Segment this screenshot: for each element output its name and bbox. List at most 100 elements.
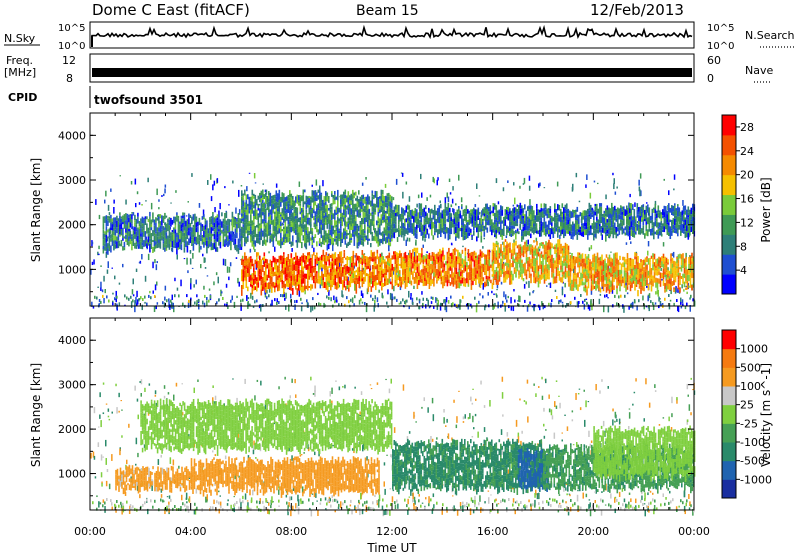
echo-pixel [338, 266, 340, 269]
echo-pixel [121, 224, 123, 230]
echo-pixel [374, 276, 376, 283]
echo-pixel [348, 208, 350, 214]
echo-pixel [312, 185, 314, 187]
echo-pixel [161, 229, 163, 231]
echo-pixel [349, 200, 351, 204]
echo-pixel [326, 283, 328, 290]
echo-pixel [112, 218, 114, 221]
echo-pixel [591, 304, 593, 311]
echo-pixel [249, 233, 251, 235]
echo-pixel [344, 265, 346, 270]
freq-trace [92, 68, 692, 77]
echo-pixel [227, 241, 229, 247]
echo-pixel [465, 281, 467, 284]
echo-pixel [466, 278, 468, 283]
echo-pixel [378, 239, 380, 241]
echo-pixel [376, 237, 378, 244]
echo-pixel [352, 230, 354, 234]
echo-pixel [258, 213, 260, 216]
echo-pixel [612, 173, 614, 175]
echo-pixel [283, 258, 285, 265]
echo-pixel [471, 256, 473, 261]
echo-pixel [640, 272, 642, 274]
echo-pixel [438, 269, 440, 276]
echo-pixel [460, 228, 462, 231]
echo-pixel [137, 191, 139, 194]
echo-pixel [509, 274, 511, 280]
echo-pixel [526, 227, 528, 230]
echo-pixel [212, 214, 214, 217]
echo-pixel [500, 253, 502, 256]
echo-pixel [390, 258, 392, 264]
echo-pixel [579, 281, 581, 287]
echo-pixel [601, 255, 603, 262]
echo-pixel [411, 266, 413, 273]
echo-pixel [419, 299, 421, 301]
echo-pixel [598, 285, 600, 291]
echo-pixel [388, 234, 390, 239]
echo-pixel [212, 234, 214, 236]
echo-pixel [594, 181, 596, 183]
echo-pixel [424, 238, 426, 241]
echo-pixel [639, 263, 641, 268]
echo-pixel [346, 236, 348, 239]
echo-pixel [639, 273, 641, 278]
echo-pixel [573, 278, 575, 282]
echo-pixel [520, 247, 522, 251]
echo-pixel [657, 258, 659, 263]
echo-pixel [283, 202, 285, 206]
echo-pixel [259, 260, 261, 262]
echo-pixel [404, 210, 406, 215]
echo-pixel [331, 191, 333, 193]
echo-pixel [179, 243, 181, 249]
echo-pixel [190, 283, 192, 290]
echo-pixel [506, 248, 508, 255]
echo-pixel [309, 198, 311, 205]
echo-pixel [363, 206, 365, 209]
echo-pixel [582, 269, 584, 274]
echo-pixel [175, 217, 177, 221]
echo-pixel [645, 263, 647, 266]
echo-pixel [164, 245, 166, 248]
echo-pixel [331, 220, 333, 225]
echo-pixel [346, 233, 348, 237]
echo-pixel [118, 235, 120, 241]
echo-pixel [389, 258, 391, 263]
echo-pixel [589, 267, 591, 270]
echo-pixel [645, 266, 647, 272]
echo-pixel [176, 237, 178, 242]
echo-pixel [246, 256, 248, 261]
echo-pixel [563, 248, 565, 254]
echo-pixel [433, 222, 435, 228]
echo-pixel [258, 277, 260, 283]
echo-pixel [421, 222, 423, 225]
echo-pixel [461, 222, 463, 225]
echo-pixel [690, 261, 692, 266]
echo-pixel [349, 216, 351, 220]
echo-pixel [563, 246, 565, 248]
echo-pixel [310, 266, 312, 273]
echo-pixel [345, 279, 347, 281]
echo-pixel [418, 263, 420, 265]
echo-pixel [324, 264, 326, 271]
echo-pixel [244, 278, 246, 281]
echo-pixel [497, 263, 499, 268]
echo-pixel [481, 218, 483, 225]
echo-pixel [313, 280, 315, 284]
echo-pixel [457, 272, 459, 279]
echo-pixel [327, 218, 329, 222]
echo-pixel [442, 219, 444, 223]
echo-pixel [515, 262, 517, 269]
echo-pixel [421, 291, 423, 295]
echo-pixel [264, 215, 266, 218]
echo-pixel [273, 241, 275, 247]
echo-pixel [286, 207, 288, 209]
echo-pixel [467, 222, 469, 226]
echo-pixel [384, 210, 386, 215]
echo-pixel [546, 285, 548, 287]
echo-pixel [618, 281, 620, 285]
echo-pixel [539, 279, 541, 284]
echo-pixel [235, 219, 237, 226]
echo-pixel [342, 257, 344, 260]
echo-pixel [294, 213, 296, 216]
